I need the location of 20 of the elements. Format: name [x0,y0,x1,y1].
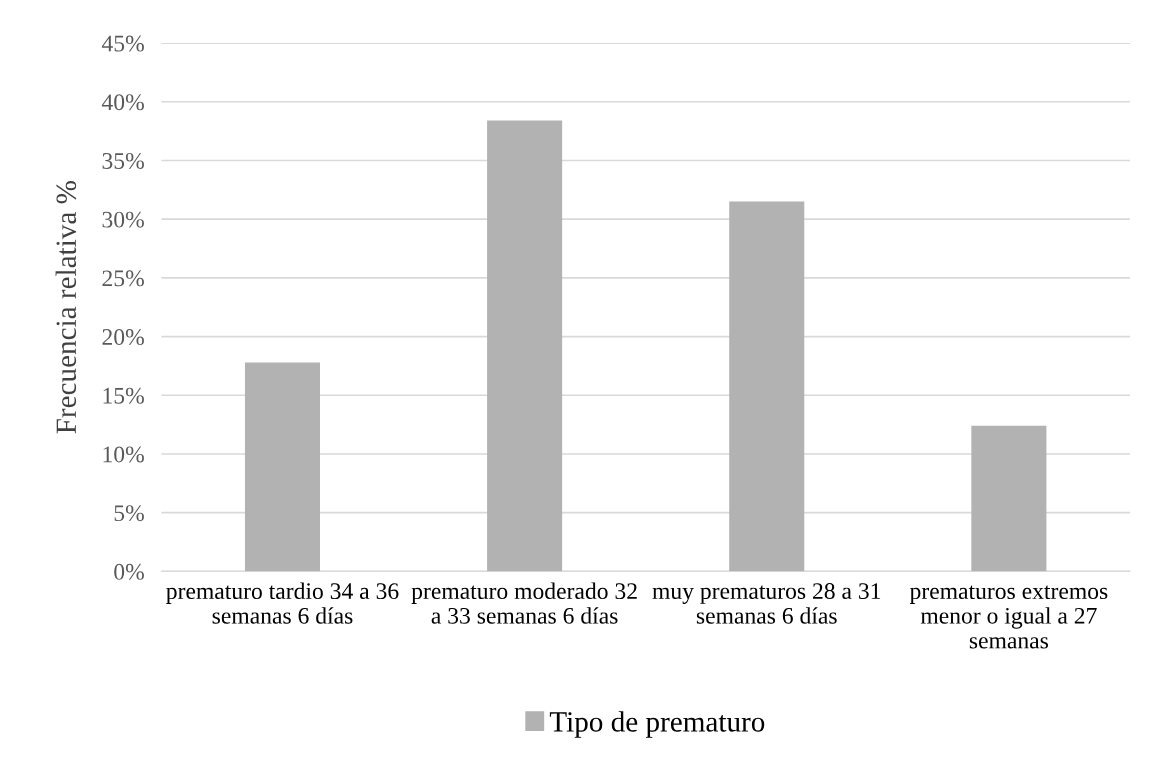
y-tick-label: 45% [101,35,144,52]
x-tick-label: prematuro tardio 34 a 36 semanas 6 días [166,582,399,624]
bar [244,362,321,572]
legend-label: Tipo de prematuro [549,711,765,738]
bar [971,425,1047,572]
bar [729,201,805,572]
y-tick-label: 40% [101,94,144,111]
x-tick-label: prematuro moderado 32 a 33 semanas 6 días [411,582,637,624]
y-tick-label: 10% [103,446,144,463]
y-tick-label: 25% [102,270,144,287]
x-tick-label: muy prematuros 28 a 31 semanas 6 días [652,583,881,624]
y-tick-label: 35% [102,152,144,169]
y-tick-label: 5% [114,505,144,522]
y-tick-label: 15% [103,387,144,404]
y-tick-label: 0% [114,563,144,580]
y-axis-title: Frecuencia relativa % [55,181,77,434]
y-tick-label: 20% [102,329,144,346]
x-tick-label: prematuros extremos menor o igual a 27 semanas [909,585,1108,649]
bar [487,120,563,572]
y-tick-label: 30% [102,211,144,228]
